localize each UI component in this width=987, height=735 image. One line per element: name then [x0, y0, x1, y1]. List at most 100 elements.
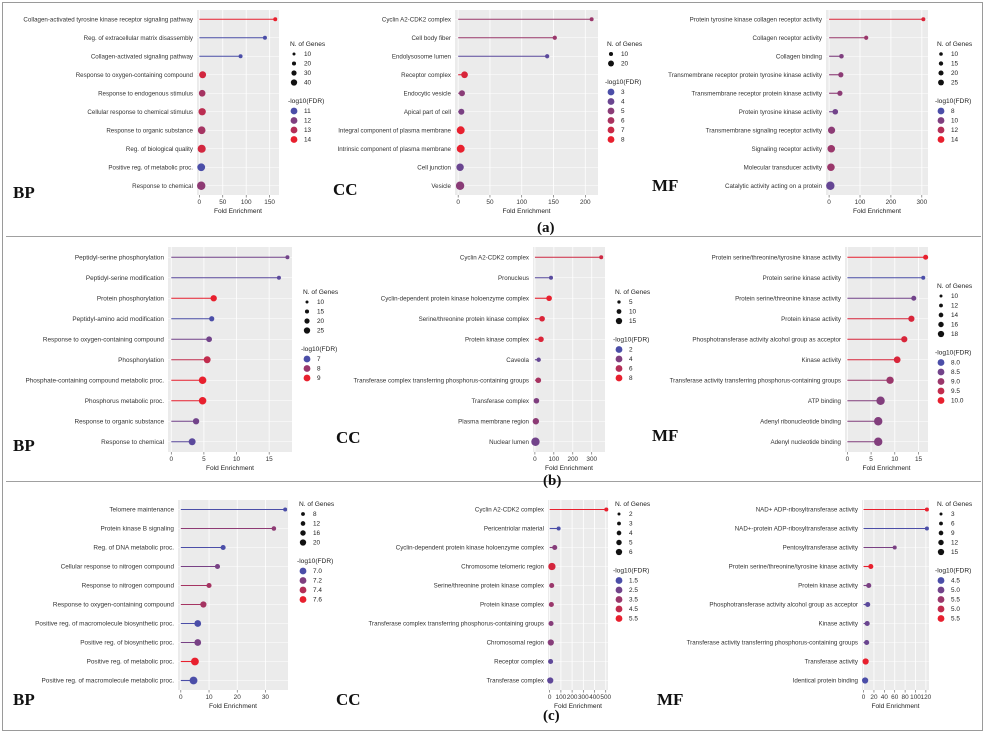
data-point — [206, 582, 212, 589]
x-axis-label: Fold Enrichment — [206, 465, 254, 472]
color-legend-label: 14 — [951, 137, 959, 144]
data-point — [839, 53, 844, 59]
color-legend-key — [290, 126, 298, 134]
category-label: Intrinsic component of plasma membrane — [338, 146, 452, 153]
size-legend-key — [938, 61, 944, 66]
data-point — [827, 126, 836, 134]
color-legend-title: -log10(FDR) — [297, 558, 333, 565]
category-label: Protein kinase activity — [798, 583, 859, 590]
data-point — [456, 163, 464, 171]
category-label: Reg. of biological quality — [126, 146, 194, 153]
color-legend-label: 2 — [629, 347, 633, 354]
category-label: Response to organic substance — [74, 418, 164, 425]
panel-a-cc: Cyclin A2-CDK2 complex Cell body fiber End… — [338, 10, 643, 215]
size-legend-key — [939, 52, 943, 56]
category-label: Signaling receptor activity — [751, 146, 822, 153]
color-legend-key — [615, 605, 623, 613]
color-legend-label: 6 — [621, 118, 625, 125]
size-legend-key — [300, 530, 306, 536]
size-legend-key — [937, 548, 945, 556]
category-label: Transmembrane receptor protein kinase ac… — [692, 90, 823, 97]
color-legend-key — [937, 107, 945, 115]
category-label: Protein serine/threonine/tyrosine kinase… — [712, 254, 842, 261]
category-label: Phosphotransferase activity alcohol grou… — [709, 602, 858, 609]
category-label: Adenyl nucleotide binding — [770, 439, 841, 446]
x-tick-label: 5 — [202, 456, 206, 463]
color-legend-key — [937, 378, 945, 385]
category-label: Chromosome telomeric region — [461, 564, 544, 571]
size-legend-label: 6 — [951, 521, 955, 528]
category-label: NAD+ ADP-ribosyltransferase activity — [756, 507, 859, 514]
data-point — [238, 54, 243, 59]
size-legend-title: N. of Genes — [607, 41, 643, 48]
size-legend-key — [303, 327, 311, 334]
data-point — [455, 181, 465, 190]
category-label: Receptor complex — [401, 72, 452, 79]
color-legend-label: 10 — [951, 118, 959, 125]
data-point — [533, 397, 540, 404]
data-point — [865, 601, 871, 608]
data-point — [283, 507, 288, 512]
x-tick-label: 100 — [241, 199, 252, 206]
data-point — [868, 563, 874, 570]
data-point — [921, 275, 926, 280]
category-label: Reg. of DNA metabolic proc. — [93, 545, 174, 552]
category-label: Telomere maintenance — [109, 507, 174, 514]
x-tick-label: 200 — [886, 199, 897, 206]
category-label: Vesicle — [431, 183, 451, 190]
size-legend-label: 9 — [951, 530, 955, 537]
color-legend-key — [615, 365, 623, 372]
x-tick-label: 50 — [486, 199, 494, 206]
color-legend-label: 7.0 — [313, 568, 322, 575]
size-legend-label: 20 — [951, 70, 959, 77]
ontology-label-cc-c: CC — [336, 690, 361, 709]
color-legend-label: 4.5 — [629, 606, 638, 613]
data-point — [547, 639, 554, 646]
color-legend-key — [615, 577, 623, 584]
data-point — [864, 620, 870, 627]
size-legend-label: 6 — [629, 549, 633, 556]
color-legend-key — [937, 368, 945, 376]
category-label: Cell junction — [417, 164, 451, 171]
x-tick-label: 30 — [262, 694, 270, 701]
plot-background — [548, 500, 608, 690]
color-legend-key — [290, 117, 298, 124]
data-point — [599, 255, 604, 260]
data-point — [262, 35, 267, 40]
plot-background — [862, 500, 929, 690]
size-legend-title: N. of Genes — [299, 501, 335, 508]
color-legend-key — [937, 359, 945, 366]
color-legend-title: -log10(FDR) — [935, 350, 971, 357]
category-label: Kinase activity — [801, 357, 841, 364]
category-label: Protein serine kinase activity — [763, 275, 842, 282]
x-tick-label: 100 — [549, 456, 560, 463]
color-legend-label: 5 — [621, 108, 625, 115]
x-tick-label: 10 — [205, 694, 213, 701]
color-legend-label: 7 — [621, 127, 625, 134]
color-legend-key — [937, 605, 945, 613]
color-legend-label: 12 — [951, 127, 959, 134]
category-label: Nuclear lumen — [489, 439, 529, 446]
panel-b-cc: Cyclin A2-CDK2 complex Pronucleus Cyclin-d… — [353, 247, 651, 472]
color-legend-label: 5.5 — [951, 616, 960, 623]
data-point — [539, 315, 545, 322]
data-point — [604, 507, 609, 512]
x-tick-label: 0 — [179, 694, 183, 701]
panel-c-bp: Telomere maintenance Protein kinase B sig… — [35, 500, 335, 710]
data-point — [837, 90, 843, 96]
size-legend-label: 40 — [304, 80, 312, 87]
data-point — [220, 544, 226, 551]
color-legend-label: 9.0 — [951, 379, 960, 386]
panel-c-cc: Cyclin A2-CDK2 complex Pericentriolar mat… — [368, 500, 651, 710]
x-tick-label: 100 — [516, 199, 527, 206]
category-label: Reg. of extracellular matrix disassembly — [84, 35, 194, 42]
category-label: Endolysosome lumen — [392, 53, 452, 60]
data-point — [921, 17, 926, 22]
size-legend-title: N. of Genes — [615, 289, 651, 296]
data-point — [198, 396, 207, 405]
color-legend-key — [299, 567, 307, 575]
color-legend-key — [299, 586, 307, 594]
category-label: Response to oxygen-containing compound — [53, 602, 175, 609]
